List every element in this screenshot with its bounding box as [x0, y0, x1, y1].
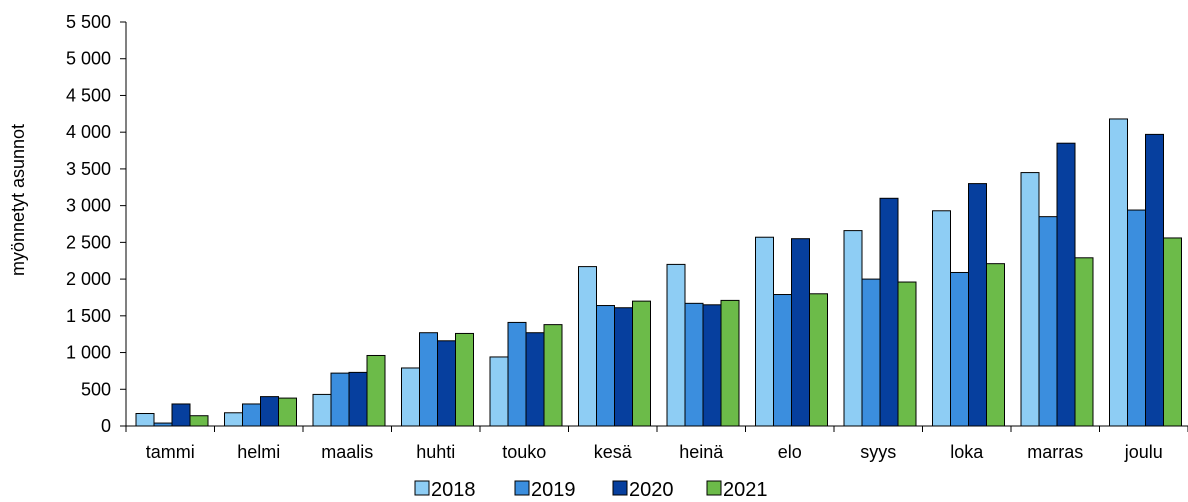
y-tick-label: 5 000	[66, 49, 111, 69]
bar-2018-heinä	[666, 263, 686, 427]
bar-2021-loka	[986, 263, 1005, 427]
x-tick-label-kesä: kesä	[594, 442, 633, 462]
y-tick-label: 1 000	[66, 343, 111, 363]
x-tick-label-joulu: joulu	[1124, 442, 1163, 462]
bar-2018-joulu	[1109, 118, 1128, 427]
bar-2018-elo	[755, 236, 774, 427]
bar-2018-marras	[1020, 172, 1040, 427]
bar-2021-helmi	[278, 397, 297, 427]
x-tick-label-huhti: huhti	[416, 442, 455, 462]
bar-2021-huhti	[455, 332, 474, 427]
x-tick-label-touko: touko	[502, 442, 546, 462]
x-tick-label-tammi: tammi	[146, 442, 195, 462]
bar-2018-helmi	[224, 412, 243, 427]
bar-2021-joulu	[1163, 237, 1182, 427]
legend-label-2018: 2018	[431, 479, 476, 501]
bar-2019-maalis	[330, 372, 350, 427]
bar-2020-syys	[879, 197, 899, 427]
bar-2019-marras	[1038, 216, 1058, 427]
legend: 2018 2019 2020 2021	[414, 479, 768, 501]
y-tick-label: 5 500	[66, 12, 111, 32]
bar-2019-helmi	[242, 403, 261, 427]
bars	[135, 118, 1182, 427]
bar-2020-tammi	[171, 403, 191, 427]
x-tick-label-heinä: heinä	[679, 442, 724, 462]
legend-swatch-2020	[612, 480, 628, 496]
y-axis-tick-labels: 0 500 1 000 1 500 2 000 2 500 3 000 3 500 4 000 4…	[66, 12, 111, 436]
y-tick-label: 2 000	[66, 269, 111, 289]
bar-2021-marras	[1074, 257, 1094, 427]
x-tick-label-maalis: maalis	[321, 442, 373, 462]
y-tick-label: 4 000	[66, 122, 111, 142]
bar-2020-loka	[968, 183, 987, 427]
bar-2020-elo	[791, 238, 810, 427]
legend-swatch-2021	[706, 480, 722, 496]
bar-2019-huhti	[419, 332, 438, 427]
axes	[120, 21, 1188, 432]
bar-2020-maalis	[348, 371, 368, 427]
x-tick-label-elo: elo	[778, 442, 802, 462]
bar-2018-loka	[932, 210, 951, 427]
bar-2018-tammi	[135, 413, 155, 427]
legend-label-2021: 2021	[723, 479, 768, 501]
y-tick-label: 1 500	[66, 306, 111, 326]
bar-2020-helmi	[260, 396, 279, 427]
y-tick-label: 500	[81, 379, 111, 399]
bar-2021-syys	[897, 281, 917, 427]
bar-2019-syys	[861, 278, 881, 427]
x-tick-label-syys: syys	[860, 442, 896, 462]
bar-2021-elo	[809, 293, 828, 427]
bar-2020-touko	[525, 332, 545, 427]
y-tick-label: 3 000	[66, 196, 111, 216]
x-tick-label-marras: marras	[1027, 442, 1083, 462]
bar-2019-kesä	[596, 305, 615, 427]
y-tick-label: 0	[101, 416, 111, 436]
x-axis-tick-labels: tammi helmi maalis huhti touko kesä heinä elo sy…	[146, 442, 1163, 462]
x-tick-label-loka: loka	[950, 442, 984, 462]
bar-2021-tammi	[189, 415, 209, 427]
y-tick-label: 4 500	[66, 85, 111, 105]
bar-2018-huhti	[401, 367, 420, 427]
bar-2020-huhti	[437, 340, 456, 427]
bar-2021-kesä	[632, 300, 651, 427]
bar-2019-heinä	[684, 302, 704, 427]
legend-label-2020: 2020	[629, 479, 674, 501]
bar-2018-maalis	[312, 393, 332, 427]
bar-2020-joulu	[1145, 133, 1164, 427]
bar-2019-loka	[950, 271, 969, 427]
bar-2020-kesä	[614, 307, 633, 427]
legend-swatch-2019	[514, 480, 530, 496]
bar-2018-touko	[489, 356, 509, 427]
bar-2020-heinä	[702, 304, 722, 427]
y-tick-label: 2 500	[66, 232, 111, 252]
bar-2018-kesä	[578, 266, 597, 427]
bar-2019-elo	[773, 294, 792, 427]
bar-2018-syys	[843, 230, 863, 427]
y-axis-title: myönnetyt asunnot	[8, 124, 28, 276]
y-tick-label: 3 500	[66, 159, 111, 179]
legend-label-2019: 2019	[531, 479, 576, 501]
bar-2019-touko	[507, 321, 527, 427]
bar-2021-touko	[543, 324, 563, 427]
legend-swatch-2018	[414, 480, 430, 496]
x-tick-label-helmi: helmi	[237, 442, 280, 462]
bar-2020-marras	[1056, 142, 1076, 427]
bar-2019-joulu	[1127, 209, 1146, 427]
bar-2021-heinä	[720, 299, 740, 427]
bar-2021-maalis	[366, 354, 386, 427]
